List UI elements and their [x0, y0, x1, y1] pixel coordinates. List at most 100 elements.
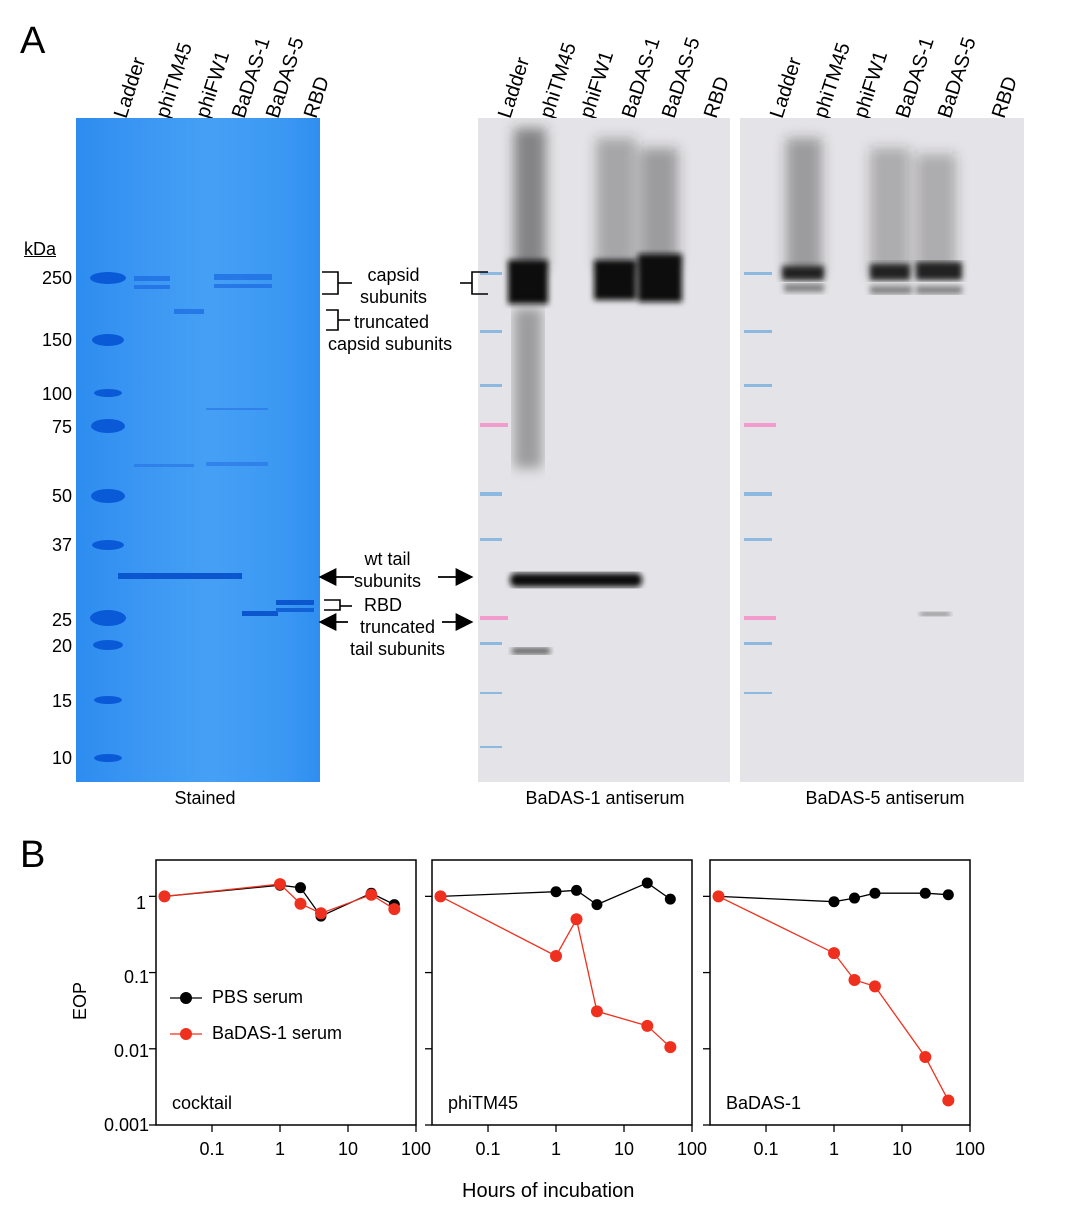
stained-gel-image [76, 118, 320, 782]
lane-label-badas1: BaDAS-1 [618, 34, 665, 121]
mw-marker: 20 [51, 636, 72, 656]
mw-marker: 10 [51, 748, 72, 768]
lane-label-phitm45: phiTM45 [810, 39, 855, 121]
data-point [570, 884, 582, 896]
annotation-truncated-capsid: truncated capsid subunits [328, 311, 452, 355]
lane-label-badas5: BaDAS-5 [934, 34, 981, 121]
x-tick-label: 0.1 [200, 1139, 225, 1159]
x-tick-label: 1 [275, 1139, 285, 1159]
series-line [440, 895, 671, 1048]
x-tick-label: 100 [401, 1139, 431, 1159]
lane-label-phifw1: phiFW1 [850, 48, 893, 121]
lane-label-phitm45: phiTM45 [536, 39, 581, 121]
mw-unit-label: kDa [24, 239, 57, 259]
plot-title: cocktail [172, 1093, 232, 1113]
plot-title: BaDAS-1 [726, 1093, 801, 1113]
data-point [664, 1041, 677, 1054]
lane-label-badas1: BaDAS-1 [892, 34, 939, 121]
data-point [664, 893, 676, 905]
data-point [641, 1019, 654, 1032]
data-point [590, 1005, 603, 1018]
lane-label-badas5: BaDAS-5 [658, 34, 705, 121]
annotation-text: capsid subunits [328, 334, 453, 354]
data-point [712, 890, 725, 903]
annotation-text: truncated [354, 312, 430, 332]
lane-label-rbd: RBD [700, 73, 734, 121]
x-tick-label: 0.1 [754, 1139, 779, 1159]
data-point [919, 887, 931, 899]
data-point [365, 888, 378, 901]
mw-marker: 37 [51, 535, 72, 555]
lane-label-phifw1: phiFW1 [576, 48, 619, 121]
data-point [388, 903, 401, 916]
y-tick-label: 0.1 [124, 967, 150, 987]
annotation-text: wt tail [364, 549, 411, 569]
data-point [828, 947, 841, 960]
mw-marker: 50 [51, 486, 72, 506]
lane-label-ladder: Ladder [494, 54, 535, 121]
mw-marker: 75 [51, 417, 72, 437]
annotation-wt-tail: wt tail subunits [354, 548, 421, 592]
data-point [828, 896, 840, 908]
legend-marker-pbs [180, 992, 192, 1004]
x-tick-label: 0.1 [476, 1139, 501, 1159]
annotation-text: capsid [367, 265, 420, 285]
legend-label-badas: BaDAS-1 serum [212, 1023, 343, 1043]
data-point [848, 892, 860, 904]
x-tick-label: 10 [338, 1139, 358, 1159]
data-point [294, 897, 307, 910]
data-point [868, 980, 881, 993]
eop-plots: 0.1 1 10 100 cocktail 0.1 1 10 100 phiTM45 0.1 1 10 1… [149, 859, 985, 1159]
lane-label-ladder: Ladder [766, 54, 807, 121]
data-point [314, 907, 327, 920]
blot-badas1-antiserum [478, 118, 730, 782]
legend-label-pbs: PBS serum [212, 987, 304, 1007]
data-point [294, 882, 306, 894]
annotation-text: tail subunits [350, 639, 446, 659]
data-point [274, 878, 287, 891]
data-point [942, 1094, 955, 1107]
data-point [942, 889, 954, 901]
y-tick-label: 1 [136, 893, 147, 913]
caption-badas5-antiserum: BaDAS-5 antiserum [805, 788, 965, 808]
mw-marker: 25 [51, 610, 72, 630]
data-point [550, 886, 562, 898]
lane-label-phitm45: phiTM45 [152, 39, 197, 121]
mw-marker: 150 [41, 330, 72, 350]
data-point [641, 877, 653, 889]
annotation-brackets [322, 271, 488, 611]
x-tick-label: 10 [614, 1139, 634, 1159]
series-line [718, 895, 949, 1101]
annotation-text: subunits [360, 287, 428, 307]
caption-stained: Stained [174, 788, 236, 808]
lane-label-rbd: RBD [300, 73, 334, 121]
mw-marker: 15 [51, 691, 72, 711]
data-point [869, 887, 881, 899]
data-point [848, 973, 861, 986]
mw-marker: 250 [41, 268, 72, 288]
x-tick-label: 1 [551, 1139, 561, 1159]
x-tick-label: 100 [955, 1139, 985, 1159]
panel-b-label: B [20, 834, 46, 876]
legend-marker-badas [180, 1028, 192, 1040]
panel-a-label: A [20, 20, 46, 62]
y-tick-label: 0.001 [104, 1115, 150, 1135]
data-point [919, 1051, 932, 1064]
annotation-rbd: RBD [364, 595, 403, 615]
data-point [570, 913, 583, 926]
legend: PBS serum BaDAS-1 serum [168, 984, 388, 1054]
annotation-capsid-left: capsid subunits [360, 264, 427, 308]
lane-label-ladder: Ladder [110, 54, 151, 121]
x-tick-label: 10 [892, 1139, 912, 1159]
x-tick-label: 100 [677, 1139, 707, 1159]
y-tick-label: 0.01 [114, 1041, 150, 1061]
mw-marker: 100 [41, 384, 72, 404]
annotation-text: truncated [360, 617, 436, 637]
plot-frame [155, 859, 417, 1126]
annotation-text: subunits [354, 571, 422, 591]
plot-frame [709, 859, 971, 1126]
caption-badas1-antiserum: BaDAS-1 antiserum [525, 788, 685, 808]
data-point [434, 890, 447, 903]
plot-title: phiTM45 [448, 1093, 518, 1113]
annotation-arrows [318, 568, 474, 631]
